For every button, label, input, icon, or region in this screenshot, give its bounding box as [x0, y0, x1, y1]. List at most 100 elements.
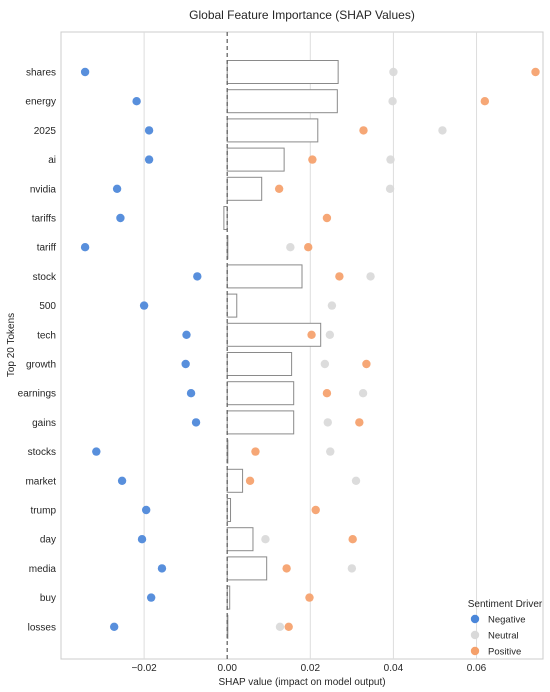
point-positive: [305, 593, 314, 602]
point-negative: [137, 535, 147, 544]
point-negative: [109, 622, 119, 631]
importance-bar: [226, 264, 303, 289]
point-negative: [132, 97, 141, 106]
point-negative: [116, 213, 125, 223]
point-neutral: [386, 155, 395, 164]
point-positive: [480, 97, 490, 106]
y-tick-label: tariffs: [32, 214, 56, 225]
y-tick-label: trump: [30, 506, 56, 517]
point-negative: [141, 505, 151, 515]
point-neutral: [261, 535, 270, 544]
importance-bar: [226, 527, 254, 552]
point-neutral: [325, 330, 335, 339]
point-positive: [531, 67, 540, 77]
point-negative: [144, 126, 154, 135]
point-neutral: [389, 67, 398, 77]
y-tick-label: buy: [40, 593, 56, 604]
point-neutral: [358, 389, 368, 398]
importance-bar: [226, 322, 322, 347]
point-positive: [322, 389, 332, 398]
point-neutral: [351, 476, 361, 485]
y-tick-label: stock: [33, 272, 57, 283]
bar-layer: [223, 60, 339, 639]
point-positive: [274, 184, 284, 193]
x-tick-label: 0.00: [217, 663, 237, 674]
point-positive: [359, 126, 368, 135]
importance-bar: [226, 468, 244, 493]
importance-bar: [226, 147, 285, 172]
y-tick-label: stocks: [28, 447, 56, 458]
point-layer: [80, 67, 540, 631]
point-positive: [307, 330, 316, 339]
plot-frame: [60, 31, 544, 660]
importance-bar: [226, 352, 293, 376]
importance-bar: [226, 410, 295, 435]
x-tick-label: 0.04: [384, 663, 404, 674]
point-negative: [112, 184, 122, 193]
point-negative: [182, 330, 191, 339]
importance-bar: [226, 118, 319, 143]
point-positive: [335, 272, 344, 281]
x-tick-labels: −0.02 0.00 0.02 0.04 0.06: [131, 663, 486, 674]
y-tick-label: energy: [25, 97, 56, 108]
point-positive: [251, 447, 260, 456]
y-axis-label: Top 20 Tokens: [6, 313, 17, 377]
y-tick-label: losses: [28, 622, 56, 633]
point-neutral: [366, 272, 375, 281]
legend: Sentiment Driver Negative Neutral Positi…: [468, 599, 543, 658]
y-tick-labels: shares energy 2025 ai nvidia tariffs tariff sto…: [18, 68, 57, 634]
point-neutral: [275, 622, 285, 631]
importance-bar: [226, 293, 238, 318]
point-neutral: [438, 126, 447, 135]
point-negative: [117, 476, 127, 485]
point-positive: [245, 476, 255, 485]
y-tick-label: tariff: [37, 243, 56, 254]
importance-bar: [226, 585, 231, 610]
chart-title: Global Feature Importance (SHAP Values): [189, 8, 415, 22]
point-negative: [191, 418, 201, 427]
y-tick-label: tech: [37, 330, 56, 341]
y-tick-label: media: [29, 564, 57, 575]
point-positive: [284, 622, 293, 631]
point-positive: [308, 155, 317, 164]
y-tick-label: gains: [32, 418, 56, 429]
y-tick-label: 500: [39, 301, 56, 312]
x-axis-label: SHAP value (impact on model output): [218, 677, 385, 688]
importance-bar: [226, 60, 339, 84]
point-positive: [322, 213, 332, 223]
legend-marker-negative: [470, 614, 480, 624]
point-neutral: [347, 564, 357, 573]
point-negative: [146, 593, 156, 602]
legend-label-negative: Negative: [488, 615, 526, 626]
legend-label-neutral: Neutral: [488, 631, 519, 642]
importance-bar: [226, 89, 338, 114]
x-tick-label: 0.02: [301, 663, 321, 674]
point-positive: [362, 359, 371, 369]
y-tick-label: earnings: [18, 389, 56, 400]
point-negative: [80, 67, 90, 77]
point-negative: [144, 155, 154, 164]
point-negative: [157, 564, 167, 573]
y-tick-label: shares: [26, 68, 56, 79]
importance-bar: [226, 556, 268, 581]
point-neutral: [388, 97, 397, 106]
point-negative: [186, 389, 196, 398]
point-neutral: [320, 359, 330, 369]
point-neutral: [286, 243, 295, 252]
point-neutral: [385, 184, 395, 193]
x-tick-label: −0.02: [131, 663, 157, 674]
point-negative: [193, 272, 202, 281]
y-tick-label: growth: [26, 360, 56, 371]
importance-bar: [226, 235, 229, 260]
point-positive: [355, 418, 364, 427]
y-tick-label: 2025: [34, 126, 57, 137]
point-neutral: [326, 447, 335, 456]
legend-label-positive: Positive: [488, 647, 521, 658]
point-positive: [282, 564, 291, 573]
importance-bar: [226, 381, 295, 406]
point-positive: [311, 505, 320, 515]
y-tick-label: nvidia: [30, 184, 57, 195]
y-tick-label: day: [40, 535, 56, 546]
